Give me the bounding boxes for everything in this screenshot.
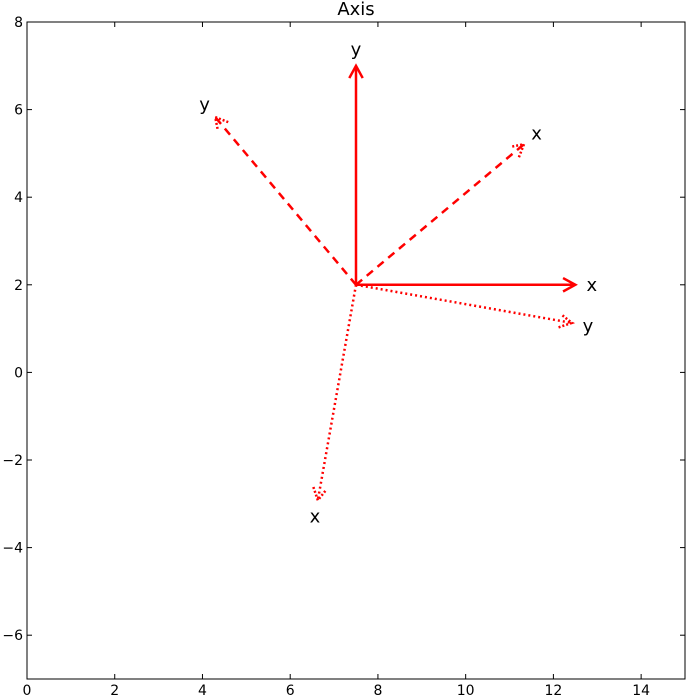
x-tick-label: 2 (110, 683, 119, 697)
arrow-solid-x: x (356, 275, 597, 296)
arrow-shaft (316, 284, 358, 501)
y-tick-label: −4 (2, 541, 23, 557)
arrow-head (213, 115, 229, 132)
y-tick-label: −6 (2, 628, 23, 644)
arrow-head (348, 63, 364, 79)
arrow-head (562, 276, 578, 293)
y-tick-label: −2 (2, 453, 23, 469)
arrow-rotated-40-y: y (199, 94, 357, 286)
x-tick-label: 0 (23, 683, 32, 697)
arrow-head (558, 313, 575, 329)
arrow-label: y (199, 94, 210, 115)
y-tick-label: 0 (14, 365, 23, 381)
x-tick-label: 10 (457, 683, 475, 697)
arrow-rotated-260-y: y (355, 283, 594, 337)
x-tick-label: 14 (632, 683, 650, 697)
y-tick-label: 8 (14, 15, 23, 31)
x-tick-label: 12 (544, 683, 562, 697)
plot-frame (26, 21, 686, 680)
x-tick-label: 6 (286, 683, 295, 697)
arrow-head (510, 142, 527, 158)
chart-title: Axis (337, 0, 374, 20)
arrow-rotated-260-x: x (310, 284, 358, 527)
arrow-label: y (351, 39, 362, 60)
arrow-shaft (355, 143, 525, 286)
arrow-rotated-40-x: x (355, 124, 542, 286)
arrow-label: x (586, 275, 597, 296)
arrow-shaft (214, 116, 357, 286)
arrow-solid-y: y (348, 39, 364, 285)
y-tick-label: 4 (14, 190, 23, 206)
x-tick-label: 8 (373, 683, 382, 697)
arrow-label: x (531, 124, 542, 145)
arrow-label: y (583, 316, 594, 337)
y-tick-label: 2 (14, 278, 23, 294)
arrow-head (312, 486, 328, 503)
arrow-label: x (310, 506, 321, 527)
y-tick-label: 6 (14, 103, 23, 119)
x-tick-label: 4 (198, 683, 207, 697)
arrow-shaft (355, 283, 573, 325)
